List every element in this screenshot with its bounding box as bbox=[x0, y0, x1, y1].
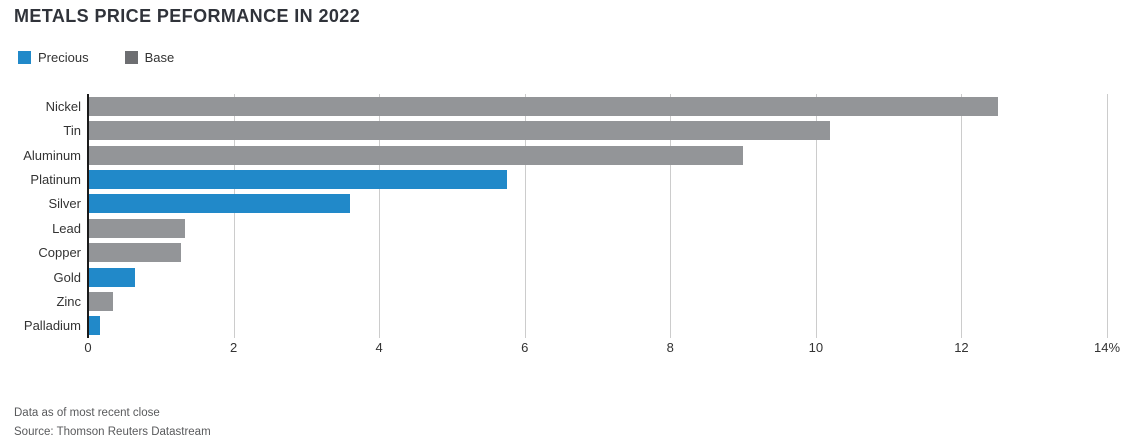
x-tick-label-14: 14% bbox=[1093, 340, 1121, 355]
category-label-palladium: Palladium bbox=[23, 318, 81, 334]
category-label-nickel: Nickel bbox=[45, 98, 81, 114]
bar-tin bbox=[89, 121, 831, 141]
bar-lead bbox=[89, 218, 185, 238]
legend-label-precious: Precious bbox=[38, 50, 89, 65]
bar-silver bbox=[89, 194, 351, 214]
bar-copper bbox=[89, 243, 182, 263]
legend: Precious Base bbox=[18, 50, 210, 65]
x-tick-label-0: 0 bbox=[84, 340, 92, 355]
legend-item-base: Base bbox=[124, 50, 175, 65]
bar-zinc bbox=[89, 291, 113, 311]
chart-title: METALS PRICE PEFORMANCE IN 2022 bbox=[14, 6, 361, 26]
gridline-x2 bbox=[233, 94, 235, 338]
gridline-x6 bbox=[524, 94, 526, 338]
category-label-copper: Copper bbox=[38, 245, 81, 261]
category-label-zinc: Zinc bbox=[56, 293, 81, 309]
x-tick-label-6: 6 bbox=[521, 340, 529, 355]
x-tick-label-8: 8 bbox=[666, 340, 674, 355]
category-label-lead: Lead bbox=[52, 220, 81, 236]
x-tick-label-2: 2 bbox=[229, 340, 238, 355]
legend-item-precious: Precious bbox=[18, 50, 89, 65]
chart-footer: Data as of most recent close Source: Tho… bbox=[14, 404, 211, 442]
base-swatch-icon bbox=[124, 51, 138, 64]
category-label-gold: Gold bbox=[53, 269, 81, 285]
category-label-aluminum: Aluminum bbox=[23, 147, 81, 163]
footer-source: Source: Thomson Reuters Datastream bbox=[14, 426, 211, 438]
bar-palladium bbox=[89, 316, 100, 336]
x-tick-label-4: 4 bbox=[375, 340, 383, 355]
gridline-x8 bbox=[670, 94, 672, 338]
category-label-tin: Tin bbox=[63, 123, 81, 139]
y-axis-line bbox=[87, 94, 89, 338]
gridline-x14 bbox=[1107, 94, 1108, 338]
category-label-silver: Silver bbox=[48, 196, 81, 212]
gridline-x4 bbox=[379, 94, 381, 338]
footer-note: Data as of most recent close bbox=[14, 407, 160, 419]
x-tick-label-10: 10 bbox=[808, 340, 824, 355]
precious-swatch-icon bbox=[18, 51, 31, 64]
gridline-x12 bbox=[961, 94, 963, 338]
legend-label-base: Base bbox=[144, 50, 175, 65]
bar-aluminum bbox=[89, 145, 744, 165]
bar-platinum bbox=[89, 169, 507, 189]
bar-nickel bbox=[89, 96, 998, 116]
category-label-platinum: Platinum bbox=[30, 171, 81, 187]
gridline-x10 bbox=[815, 94, 817, 338]
bar-gold bbox=[89, 267, 136, 287]
x-tick-label-12: 12 bbox=[954, 340, 969, 355]
